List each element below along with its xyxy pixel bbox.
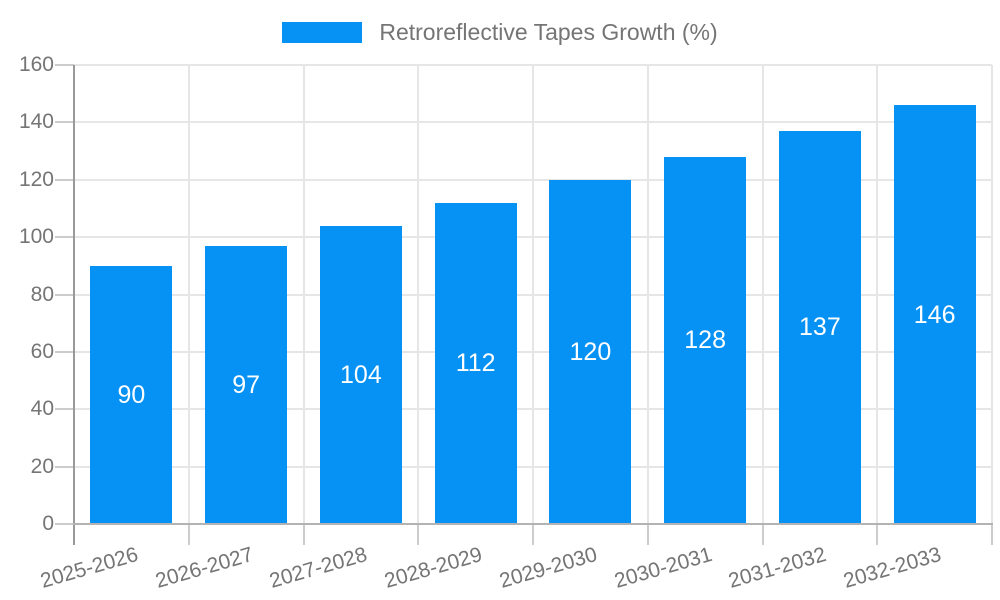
y-axis-tick bbox=[55, 408, 74, 411]
x-axis-tick-label: 2025-2026 bbox=[37, 543, 141, 593]
y-axis-tick bbox=[55, 523, 74, 525]
x-gridline bbox=[302, 65, 305, 524]
x-axis-tick bbox=[991, 525, 993, 545]
x-gridline bbox=[187, 65, 190, 524]
y-axis-tick-label: 120 bbox=[18, 167, 54, 191]
bar-value-label: 112 bbox=[455, 349, 496, 378]
bar-value-label: 137 bbox=[799, 313, 841, 342]
x-axis-tick-label: 2032-2033 bbox=[841, 543, 944, 593]
y-axis-tick-label: 40 bbox=[30, 397, 54, 421]
y-axis-tick-label: 60 bbox=[30, 339, 54, 363]
y-axis-tick-label: 0 bbox=[42, 512, 54, 535]
x-axis-tick-label: 2030-2031 bbox=[611, 543, 715, 593]
legend-label: Retroreflective Tapes Growth (%) bbox=[379, 18, 718, 45]
y-axis-tick-label: 140 bbox=[18, 110, 54, 134]
x-axis-tick bbox=[73, 525, 75, 545]
x-axis-tick bbox=[532, 525, 534, 545]
bar-value-label: 120 bbox=[569, 337, 612, 366]
y-axis-tick bbox=[55, 293, 74, 296]
y-axis-tick bbox=[55, 350, 74, 353]
x-gridline bbox=[761, 65, 764, 524]
x-axis-tick bbox=[876, 525, 879, 545]
x-gridline bbox=[991, 65, 993, 524]
y-axis-tick-label: 160 bbox=[18, 53, 54, 76]
x-axis-tick-label: 2027-2028 bbox=[267, 543, 371, 593]
y-axis-tick bbox=[55, 465, 74, 468]
x-axis-tick bbox=[187, 525, 190, 545]
bar-value-label: 90 bbox=[117, 380, 146, 409]
x-axis-tick bbox=[417, 525, 420, 545]
y-axis-tick-label: 80 bbox=[30, 282, 54, 306]
bar[interactable] bbox=[90, 265, 173, 524]
bar-value-label: 146 bbox=[913, 300, 956, 329]
bar[interactable] bbox=[664, 156, 747, 524]
y-axis-tick-label: 20 bbox=[30, 454, 54, 478]
y-axis-tick bbox=[55, 178, 74, 181]
y-axis-tick-label: 100 bbox=[18, 225, 54, 249]
y-axis-tick bbox=[55, 236, 74, 239]
x-gridline bbox=[532, 65, 534, 524]
bar[interactable] bbox=[434, 202, 517, 524]
x-axis-tick-label: 2029-2030 bbox=[496, 543, 600, 593]
x-axis-tick-label: 2031-2032 bbox=[726, 543, 830, 593]
x-axis-tick bbox=[761, 525, 764, 545]
bar[interactable] bbox=[778, 130, 861, 524]
bar-value-label: 97 bbox=[232, 370, 261, 399]
x-axis-line bbox=[73, 523, 993, 525]
bar[interactable] bbox=[893, 105, 976, 524]
x-axis-tick bbox=[646, 525, 649, 545]
y-axis-tick bbox=[55, 64, 74, 66]
x-axis-tick-label: 2026-2027 bbox=[152, 543, 256, 593]
x-gridline bbox=[876, 65, 879, 524]
bar[interactable] bbox=[319, 225, 402, 524]
bar[interactable] bbox=[549, 179, 632, 524]
x-axis-tick bbox=[302, 525, 305, 545]
x-gridline bbox=[417, 65, 420, 524]
bar-value-label: 104 bbox=[340, 360, 382, 389]
legend[interactable]: Retroreflective Tapes Growth (%) bbox=[0, 18, 1000, 45]
y-axis-tick bbox=[55, 121, 74, 124]
x-axis-tick-label: 2028-2029 bbox=[382, 543, 485, 593]
legend-swatch-icon bbox=[282, 21, 363, 43]
x-gridline bbox=[646, 65, 649, 524]
bar-value-label: 128 bbox=[684, 326, 726, 355]
bar[interactable] bbox=[205, 245, 288, 524]
y-axis-line bbox=[73, 65, 75, 526]
